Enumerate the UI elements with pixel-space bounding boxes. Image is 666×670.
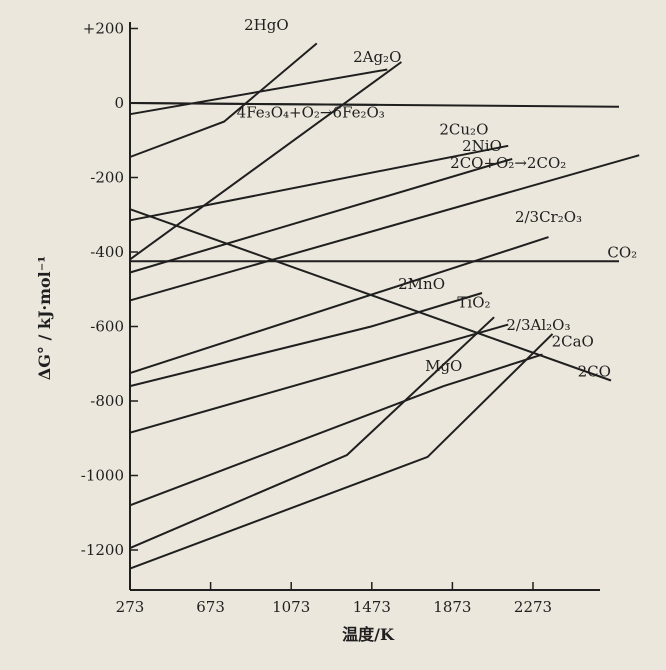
y-tick-label: +200 <box>83 20 124 38</box>
series-label-co: CO₂ <box>607 243 637 261</box>
series-label-tio: TiO₂ <box>457 294 490 312</box>
series-line-2hgo <box>129 42 318 158</box>
series-lines <box>129 42 640 570</box>
series-line-2ag-o <box>129 68 388 116</box>
series-line-4fe-o-o-6fe-o <box>129 61 402 261</box>
x-tick-label: 1473 <box>353 598 391 616</box>
y-axis-title: ΔG° / kJ·mol⁻¹ <box>35 256 54 380</box>
series-label-mgo: MgO <box>425 357 462 375</box>
x-tick-label: 2273 <box>514 598 552 616</box>
x-tick-label: 1073 <box>272 598 310 616</box>
series-line-tio <box>129 323 509 434</box>
series-line-2mno <box>129 292 483 388</box>
series-label-2cu-o: 2Cu₂O <box>439 120 488 138</box>
series-labels: 2HgO 2Ag₂O 4Fe₃O₄+O₂→6Fe₂O₃ 2Cu₂O2NiO2CO+O₂… <box>237 16 637 380</box>
series-line-2cao <box>129 333 554 570</box>
series-line-reference <box>129 102 620 108</box>
series-line-2nio <box>129 157 513 274</box>
y-tick-label: 0 <box>114 94 124 112</box>
y-tick-label: -600 <box>90 318 124 336</box>
y-tick-label: -400 <box>90 243 124 261</box>
x-tick-label: 673 <box>196 598 225 616</box>
series-label-2mno: 2MnO <box>398 275 445 293</box>
series-label-2hgo: 2HgO <box>244 16 289 34</box>
series-line-2co-o-2co <box>129 154 640 302</box>
series-line-2-3al-o <box>129 353 543 507</box>
x-tick-label: 273 <box>116 598 145 616</box>
x-axis-title: 温度/K <box>341 625 395 644</box>
y-tick-label: -1000 <box>81 467 124 485</box>
axes: +200 0 -200 -400 -600 -800 -1000 -1200 273 673 107… <box>81 20 600 616</box>
y-tick-label: -800 <box>90 392 124 410</box>
x-tick-label: 1873 <box>433 598 471 616</box>
y-tick-label: -1200 <box>81 541 124 559</box>
series-label-2nio: 2NiO <box>462 137 502 155</box>
series-line-mgo <box>129 316 495 550</box>
series-label-2-3cr-o: 2/3Cr₂O₃ <box>515 208 582 226</box>
series-label-2cao: 2CaO <box>552 333 594 351</box>
series-line-2cu-o <box>129 144 509 222</box>
series-label-2co-o-2co: 2CO+O₂→2CO₂ <box>450 154 566 172</box>
y-tick-label: -200 <box>90 169 124 187</box>
series-label-4fe-o-o-6fe-o: 4Fe₃O₄+O₂→6Fe₂O₃ <box>237 104 385 122</box>
series-label-2co: 2CO <box>578 363 611 381</box>
series-line-2-3cr-o <box>129 236 549 375</box>
series-label-2-3al-o: 2/3Al₂O₃ <box>506 316 570 334</box>
series-label-2ag-o: 2Ag₂O <box>353 48 401 66</box>
series-line-2co <box>129 208 612 382</box>
